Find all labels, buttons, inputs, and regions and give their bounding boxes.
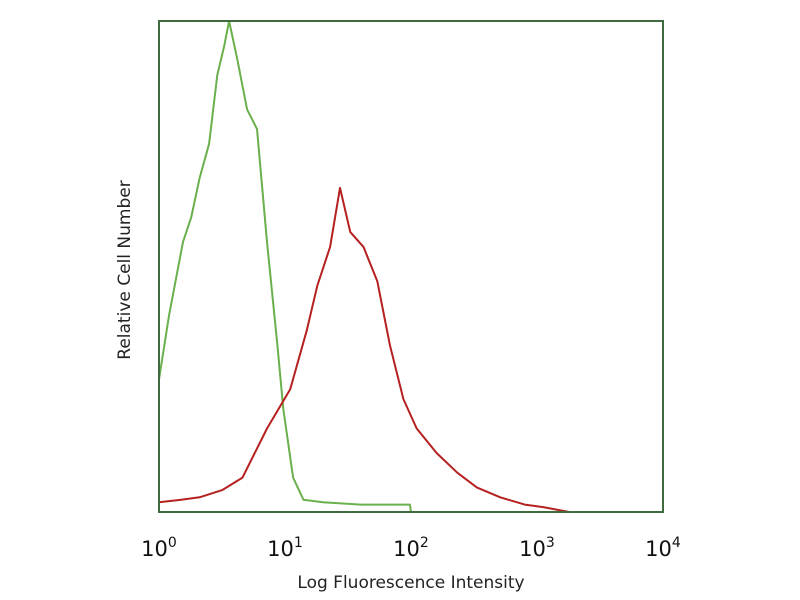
tick-exponent: 1 [294, 535, 303, 551]
tick-base: 10 [645, 537, 672, 561]
tick-exponent: 0 [168, 535, 177, 551]
x-tick-labels: 100 101 102 103 104 [141, 535, 681, 561]
tick-exponent: 4 [672, 535, 681, 551]
x-tick-label: 100 [141, 535, 177, 561]
series-1-line [158, 186, 570, 513]
x-tick-label: 102 [393, 535, 429, 561]
y-axis-label: Relative Cell Number [115, 180, 135, 359]
x-axis-label: Log Fluorescence Intensity [297, 573, 524, 593]
series-0-line [158, 20, 412, 513]
plot-frame [158, 20, 664, 513]
tick-base: 10 [519, 537, 546, 561]
x-tick-label: 104 [645, 535, 681, 561]
tick-exponent: 3 [546, 535, 555, 551]
curves [158, 20, 570, 513]
x-tick-label: 101 [267, 535, 303, 561]
tick-base: 10 [267, 537, 294, 561]
tick-base: 10 [393, 537, 420, 561]
x-tick-label: 103 [519, 535, 555, 561]
tick-base: 10 [141, 537, 168, 561]
tick-exponent: 2 [420, 535, 429, 551]
